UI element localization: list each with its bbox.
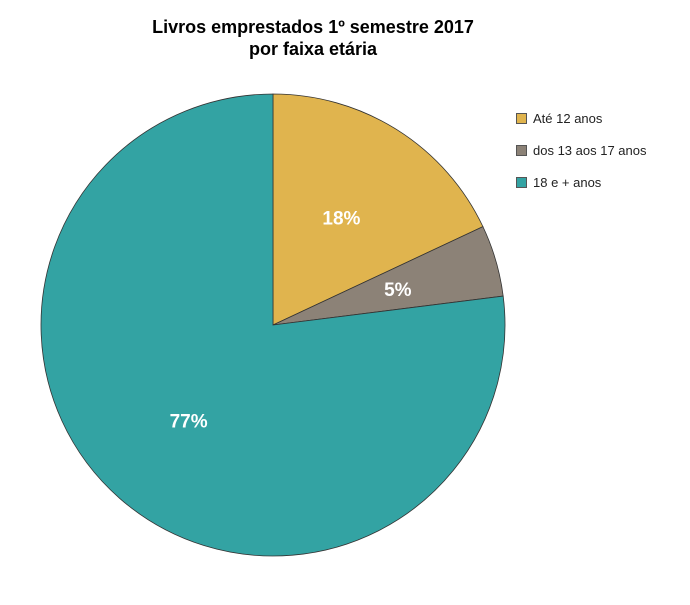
slice-data-label-1: 5% (384, 280, 412, 301)
slice-data-label-0: 18% (322, 209, 360, 230)
legend-label: Até 12 anos (533, 110, 603, 126)
legend-swatch (516, 144, 527, 156)
chart-title-line-1: Livros emprestados 1º semestre 2017 (152, 17, 474, 37)
slice-data-label-2: 77% (170, 411, 208, 432)
pie-slice-0 (272, 93, 484, 326)
legend: Até 12 anos dos 13 aos 17 anos 18 e + an… (516, 108, 686, 204)
legend-item-13-17-anos: dos 13 aos 17 anos (516, 140, 686, 160)
legend-swatch (516, 176, 527, 188)
legend-swatch (516, 112, 527, 124)
legend-label: dos 13 aos 17 anos (533, 142, 647, 158)
chart-title: Livros emprestados 1º semestre 2017 por … (0, 16, 626, 60)
legend-item-18-mais-anos: 18 e + anos (516, 172, 686, 192)
legend-item-ate-12-anos: Até 12 anos (516, 108, 686, 128)
legend-label: 18 e + anos (533, 174, 602, 190)
chart-subtitle: por faixa etária (248, 39, 378, 59)
pie-slice-2 (40, 93, 506, 557)
